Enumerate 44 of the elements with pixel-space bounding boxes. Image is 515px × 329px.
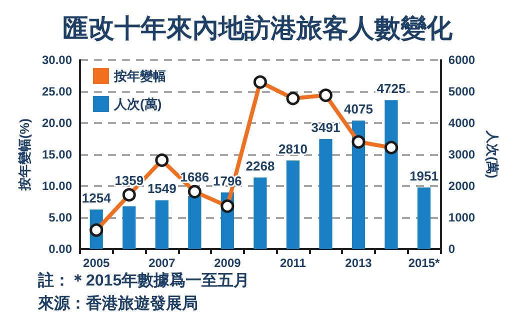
data-label: 4725 — [376, 81, 406, 96]
y2-axis-title: 人次(萬) — [485, 130, 500, 178]
y-tick-label: 10.00 — [42, 179, 72, 193]
data-label: 3491 — [311, 120, 340, 136]
data-label: 1549 — [147, 181, 176, 196]
bar — [254, 178, 267, 249]
bar — [122, 206, 136, 249]
y2-tick-label: 3000 — [448, 148, 476, 162]
y-tick-label: 5.00 — [48, 210, 72, 224]
data-label: 4075 — [344, 102, 373, 117]
y2-tick-label: 4000 — [448, 116, 476, 130]
y2-tick-label: 5000 — [448, 84, 476, 98]
legend-label: 人次(萬) — [113, 96, 162, 112]
y-tick-label: 30.00 — [42, 53, 72, 67]
bar — [188, 196, 202, 249]
y2-tick-label: 6000 — [448, 53, 476, 67]
x-tick-label: 2015* — [408, 256, 440, 270]
y2-tick-label: 1000 — [448, 210, 476, 224]
text: 來源：香港旅遊發展局 — [37, 294, 198, 312]
text: 註：＊2015年數據爲一至五月 — [37, 272, 250, 290]
bar — [384, 100, 398, 249]
data-label: 1254 — [82, 190, 112, 206]
x-tick-label: 2011 — [280, 256, 306, 270]
chart-title: 匯改十年來內地訪港旅客人數變化 — [62, 13, 454, 43]
data-label: 1686 — [180, 170, 210, 185]
data-label: 2810 — [278, 141, 308, 156]
x-tick-label: 2005 — [83, 256, 110, 270]
y-tick-label: 25.00 — [42, 84, 72, 98]
x-tick-label: 2009 — [214, 256, 242, 270]
y-axis-title: 按年變幅(%) — [17, 118, 32, 192]
y2-tick-label: 2000 — [448, 179, 476, 193]
x-tick-label: 2007 — [148, 256, 176, 270]
y2-tick-label: 0 — [448, 242, 456, 256]
x-tick-label: 2013 — [345, 256, 372, 270]
data-label: 2268 — [246, 158, 275, 174]
bar — [155, 200, 168, 249]
y-tick-label: 15.00 — [42, 148, 72, 162]
bar — [319, 139, 332, 249]
bar — [417, 188, 431, 249]
data-label: 1951 — [410, 168, 438, 184]
bar — [286, 160, 300, 249]
y-tick-label: 0.00 — [48, 242, 72, 256]
legend-label: 按年變幅 — [113, 68, 166, 84]
y-tick-label: 20.00 — [42, 116, 72, 130]
